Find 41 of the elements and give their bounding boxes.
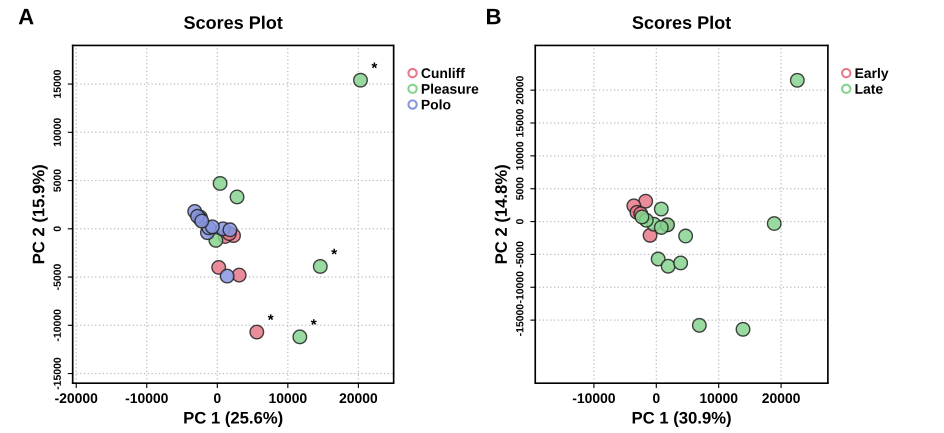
y-tick-label: 15000 — [54, 70, 61, 98]
legend-label: Pleasure — [422, 84, 478, 94]
y-tick-label: 10000 — [516, 142, 524, 170]
y-tick-label: 0 — [516, 219, 524, 224]
annotation: * — [310, 319, 317, 325]
legend-label: Late — [856, 84, 883, 94]
chart-title: Scores Plot — [632, 16, 732, 29]
y-axis-title: PC 2 (14.8%) — [494, 165, 510, 264]
legend-label: Polo — [422, 99, 450, 110]
x-tick-label: 0 — [652, 393, 660, 404]
y-tick-label: 0 — [54, 226, 61, 232]
x-tick-label: -10000 — [126, 393, 168, 404]
y-tick-label: -5000 — [516, 242, 524, 268]
y-tick-label: -15000 — [516, 304, 524, 336]
x-tick-label: 20000 — [762, 393, 800, 404]
annotation: * — [371, 62, 378, 68]
legend-label: Early — [856, 68, 888, 81]
x-tick-label: 10000 — [700, 393, 738, 404]
x-tick-label: 10000 — [269, 393, 307, 404]
x-tick-label: 20000 — [340, 393, 378, 404]
x-tick-label: 0 — [214, 393, 221, 404]
legend-label: Cunliff — [421, 68, 465, 78]
annotation: * — [268, 314, 274, 320]
y-tick-label: 15000 — [516, 108, 524, 137]
y-tick-label: -5000 — [54, 264, 61, 290]
y-tick-label: 20000 — [516, 76, 524, 104]
y-axis-title: PC 2 (15.9%) — [32, 165, 48, 264]
y-tick-label: -15000 — [54, 358, 61, 390]
y-tick-label: 10000 — [54, 118, 61, 146]
annotation: * — [331, 248, 338, 254]
y-tick-label: 5000 — [516, 178, 524, 200]
x-axis-title: PC 1 (30.9%) — [632, 411, 731, 427]
y-tick-label: -10000 — [516, 271, 524, 304]
x-tick-label: -20000 — [55, 393, 98, 404]
y-tick-label: -10000 — [54, 310, 61, 342]
y-tick-label: 5000 — [54, 169, 61, 192]
chart-title: Scores Plot — [184, 16, 283, 29]
x-axis-title: PC 1 (25.6%) — [184, 411, 282, 427]
text: A — [18, 8, 34, 24]
text: B — [486, 8, 501, 24]
x-tick-label: -10000 — [572, 393, 615, 404]
